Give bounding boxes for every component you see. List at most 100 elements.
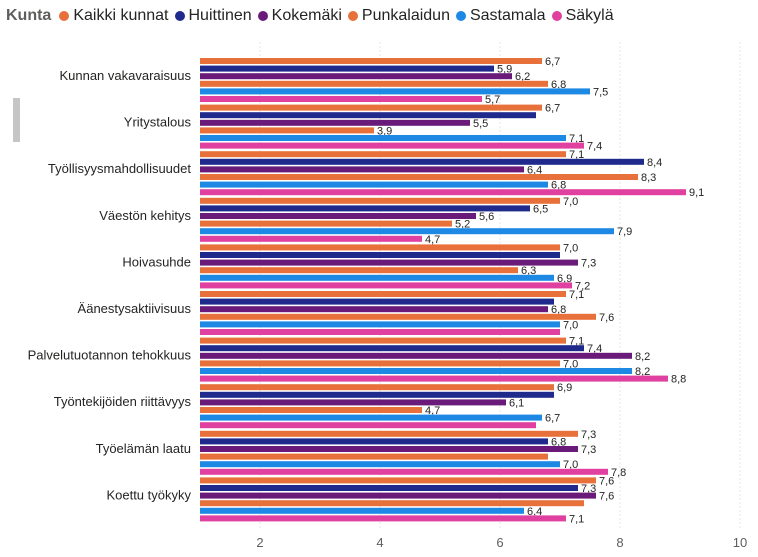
x-tick-label: 6 [496,535,503,550]
legend-item[interactable]: Säkylä [551,7,614,25]
bar [200,414,542,421]
category-label: Yritystalous [124,115,192,130]
bar [200,252,560,258]
legend-label: Kokemäki [271,6,342,24]
bar [200,259,578,266]
category-label: Väestön kehitys [99,208,191,223]
bar [200,88,590,95]
data-label: 6,3 [521,265,536,277]
bar [200,158,644,165]
data-label: 6,7 [545,413,560,425]
bar [200,368,632,374]
data-label: 6,8 [551,79,566,91]
bar [200,430,578,437]
category-label: Työllisyysmahdollisuudet [48,161,191,176]
bar [200,438,548,445]
bar [200,220,452,227]
data-label: 8,2 [635,366,650,378]
bar [200,244,560,251]
data-label: 9,1 [689,187,704,199]
x-tick-label: 10 [733,535,747,550]
legend-label: Kaikki kunnat [73,6,169,24]
data-label: 6,4 [527,506,542,518]
legend-item[interactable]: Sastamala [455,6,546,25]
legend-item[interactable]: Punkalaidun [347,6,450,25]
data-label: 8,4 [647,157,662,169]
bar [200,329,560,335]
bar [200,422,536,429]
data-label: 5,7 [485,94,500,106]
legend-label: Punkalaidun [361,6,450,24]
bar [200,96,482,102]
bar [200,174,638,180]
bar [200,213,476,219]
data-label: 7,4 [587,141,602,153]
bar [200,515,566,522]
bar [200,507,524,514]
data-label: 6,7 [545,103,560,115]
x-tick-label: 4 [376,535,383,550]
bar [200,205,530,212]
category-label: Koettu työkyky [106,487,191,502]
data-label: 7,3 [581,429,596,441]
bar [200,189,686,196]
legend-item[interactable]: Huittinen [174,7,252,25]
bar [200,235,422,242]
data-label: 7,0 [563,459,578,471]
data-label: 6,8 [551,304,566,316]
legend-dot-icon [174,10,185,21]
data-label: 6,5 [533,203,548,215]
bar [200,274,554,281]
data-label: 6,8 [551,436,566,448]
data-label: 6,8 [551,180,566,192]
bar [200,142,584,149]
bar [200,453,548,460]
legend-dot-icon [257,10,268,21]
data-label: 7,3 [581,258,596,270]
legend-item[interactable]: Kokemäki [257,6,342,25]
data-label: 7,3 [581,444,596,456]
bar [200,104,542,111]
data-label: 7,1 [569,149,584,161]
data-label: 7,0 [563,319,578,331]
data-label: 7,4 [587,343,602,355]
bar [200,181,548,188]
bar [200,73,512,80]
data-label: 7,1 [569,133,584,145]
bar [200,492,596,499]
legend-dot-icon [347,10,358,21]
x-tick-label: 8 [616,535,623,550]
data-label: 6,1 [509,397,524,409]
data-label: 7,1 [569,336,584,348]
category-label: Äänestysaktiivisuus [78,301,192,316]
scroll-handle[interactable] [13,98,20,142]
legend-dot-icon [59,10,70,21]
category-label: Työelämän laatu [96,441,191,456]
bar [200,58,542,64]
data-label: 7,1 [569,289,584,301]
legend-label: Sastamala [469,6,546,24]
bar [200,151,566,158]
bar [200,112,536,119]
bar [200,228,614,235]
bar [200,282,572,289]
category-label: Työntekijöiden riittävyys [54,394,192,409]
bar [200,384,554,391]
data-label: 7,9 [617,226,632,238]
data-label: 7,0 [563,196,578,208]
data-label: 8,8 [671,374,686,386]
data-label: 8,3 [641,172,656,184]
data-label: 4,7 [425,234,440,246]
bar [200,446,578,452]
bar [200,360,560,367]
data-label: 6,9 [557,382,572,394]
data-label: 8,2 [635,351,650,363]
bar [200,80,548,87]
bar [200,399,506,406]
data-label: 7,1 [569,513,584,525]
legend-item[interactable]: Kaikki kunnat [59,6,169,25]
data-label: 3,9 [377,125,392,137]
bar [200,291,566,297]
bar [200,298,554,305]
data-label: 7,0 [563,358,578,370]
